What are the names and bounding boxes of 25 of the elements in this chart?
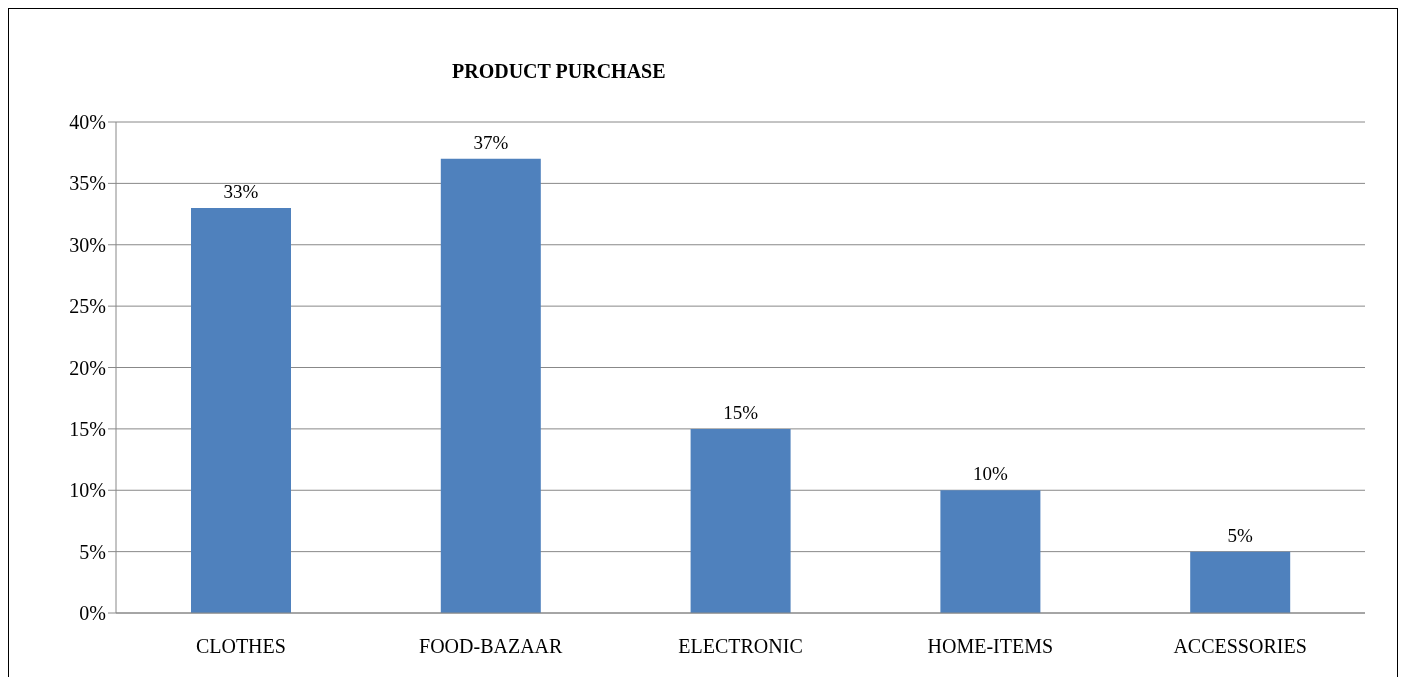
bar: [440, 158, 541, 613]
x-tick-label: CLOTHES: [195, 635, 286, 658]
y-tick-label: 10%: [69, 479, 106, 502]
y-tick-label: 25%: [69, 295, 106, 318]
x-tick-label: FOOD-BAZAAR: [419, 635, 564, 658]
bar: [690, 428, 791, 613]
chart-title: PRODUCT PURCHASE: [452, 60, 666, 83]
y-tick-label: 40%: [69, 111, 106, 134]
data-label: 37%: [473, 131, 509, 153]
y-tick-label: 20%: [69, 356, 106, 379]
y-tick-label: 35%: [69, 172, 106, 195]
bar: [191, 207, 291, 613]
y-tick-label: 0%: [79, 602, 106, 625]
data-label: 5%: [1227, 524, 1254, 546]
y-tick-label: 30%: [69, 233, 106, 256]
data-label: 10%: [972, 463, 1008, 485]
bar: [940, 490, 1041, 613]
data-label: 15%: [723, 401, 759, 423]
bar: [1190, 551, 1291, 613]
x-tick-label: HOME-ITEMS: [927, 635, 1054, 658]
data-label: 33%: [223, 180, 259, 202]
y-tick-label: 15%: [69, 417, 106, 440]
y-tick-label: 5%: [79, 540, 106, 563]
x-tick-label: ELECTRONIC: [678, 635, 803, 658]
x-tick-label: ACCESSORIES: [1173, 635, 1307, 658]
